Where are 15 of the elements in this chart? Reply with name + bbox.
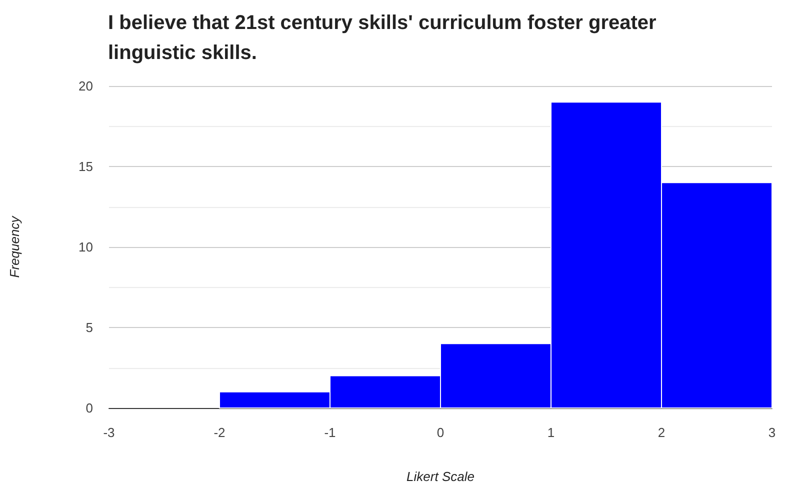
y-tick-label: 5 — [86, 320, 93, 335]
x-tick-label: -3 — [103, 425, 115, 440]
x-tick-label: 3 — [768, 425, 776, 440]
x-tick-label: -1 — [324, 425, 336, 440]
x-tick-label: 2 — [658, 425, 666, 440]
y-tick-label: 20 — [78, 78, 93, 94]
x-tick-label: 1 — [547, 425, 555, 440]
x-tick-label: -2 — [214, 425, 226, 440]
y-tick-label: 15 — [78, 159, 93, 174]
y-tick-label: 0 — [86, 400, 93, 416]
chart-title: I believe that 21st century skills' curriculum foster greater linguistic skills. — [108, 12, 662, 64]
y-axis-title: Frequency — [7, 214, 22, 278]
y-tick-label: 10 — [78, 240, 93, 254]
x-tick-label: 0 — [436, 425, 444, 440]
x-axis-title: Likert Scale — [406, 469, 474, 484]
